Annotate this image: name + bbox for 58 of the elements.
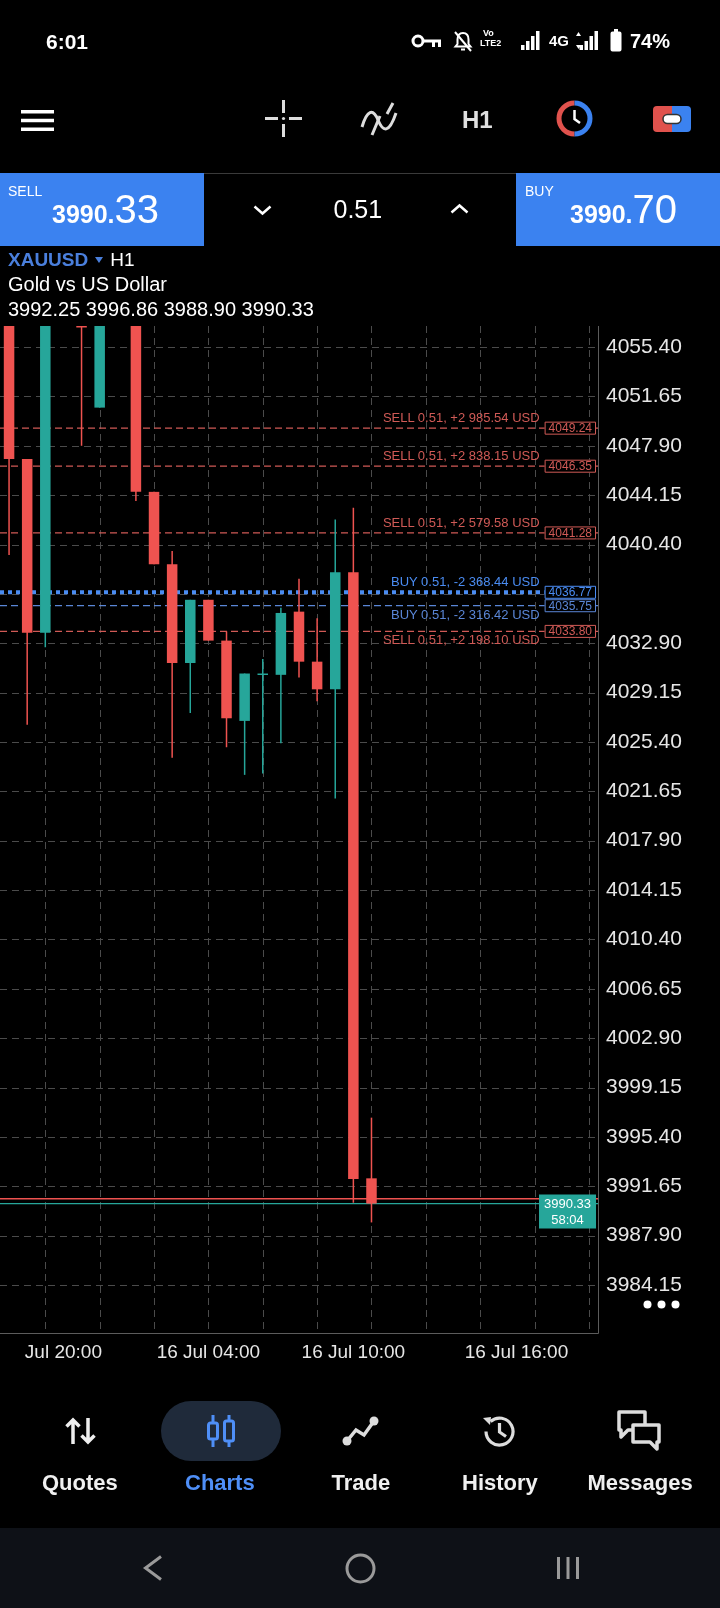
text: 6:01 (46, 30, 89, 53)
y-tick-label: 4029.15 (606, 679, 682, 703)
ref-line-label: 3990.33 (544, 1195, 591, 1211)
annotation: SELL 0.51, +2 579.58 USD (382, 515, 540, 531)
chart-subtitle: Gold vs US Dollar (8, 273, 167, 295)
x-tick-label: 16 Jul 16:00 (464, 1340, 569, 1362)
ref-line-label: 4049.24 (548, 420, 593, 435)
text: 3990.70 (570, 187, 678, 231)
ref-line-label: 4046.35 (548, 459, 593, 473)
y-tick-label: 3991.65 (606, 1173, 682, 1197)
annotation: BUY 0.51, -2 368.44 USD (391, 574, 540, 590)
y-tick-label: 4051.65 (606, 383, 682, 407)
ref-line-label: 4033.80 (548, 624, 593, 639)
text: H1 (110, 249, 135, 270)
y-tick-label: 4047.90 (606, 432, 682, 456)
y-tick-label: 4044.15 (606, 481, 682, 505)
text: 3990.33 (52, 187, 160, 231)
x-tick-label: 16 Jul 04:00 (156, 1340, 261, 1362)
ref-line-label: 4041.28 (548, 525, 593, 540)
annotation: SELL 0.51, +2 985.54 USD (382, 410, 540, 426)
text: History (462, 1470, 538, 1495)
x-tick-label: 16 Jul 10:00 (301, 1340, 406, 1362)
text: 4G (549, 32, 570, 49)
y-tick-label: 3987.90 (606, 1222, 682, 1246)
text: SELL (8, 183, 43, 199)
y-tick-label: 3999.15 (606, 1074, 682, 1098)
annotation: SELL 0.51, +2 838.15 USD (382, 448, 540, 464)
y-tick-label: 4017.90 (606, 827, 682, 851)
y-tick-label: 4014.15 (606, 876, 682, 900)
text: LTE2 (480, 38, 502, 48)
y-tick-label: 4002.90 (606, 1024, 682, 1048)
text: BUY (525, 183, 554, 199)
text: Trade (331, 1470, 391, 1495)
ref-line-label: 4036.77 (548, 585, 593, 600)
text: Charts (185, 1470, 255, 1495)
text: Vo (483, 28, 494, 38)
candlestick (311, 618, 323, 702)
text: H1 (462, 106, 493, 133)
annotation: SELL 0.51, +2 198.10 USD (382, 632, 540, 648)
y-tick-label: 4040.40 (606, 531, 682, 555)
annotation: BUY 0.51, -2 316.42 USD (391, 606, 540, 622)
y-tick-label: 4032.90 (606, 630, 682, 654)
text: 0.51 (333, 195, 383, 223)
text: Quotes (42, 1470, 118, 1495)
text: Messages (587, 1470, 693, 1495)
y-tick-label: 4025.40 (606, 728, 682, 752)
text: 3992.25 3996.86 3988.90 3990.33 (8, 298, 314, 320)
y-tick-label: 4010.40 (606, 926, 682, 950)
y-tick-label: 4055.40 (606, 333, 682, 357)
ref-line-label: 4035.75 (548, 598, 593, 613)
y-tick-label: 4006.65 (606, 975, 682, 999)
y-tick-label: 4021.65 (606, 778, 682, 802)
x-tick-label: Jul 20:00 (24, 1340, 102, 1362)
y-tick-label: 3984.15 (606, 1271, 682, 1295)
y-tick-label: 3995.40 (606, 1123, 682, 1147)
text: 74% (630, 30, 671, 52)
annotation: 58:04 (551, 1211, 584, 1227)
chart-title: XAUUSD (8, 249, 89, 270)
